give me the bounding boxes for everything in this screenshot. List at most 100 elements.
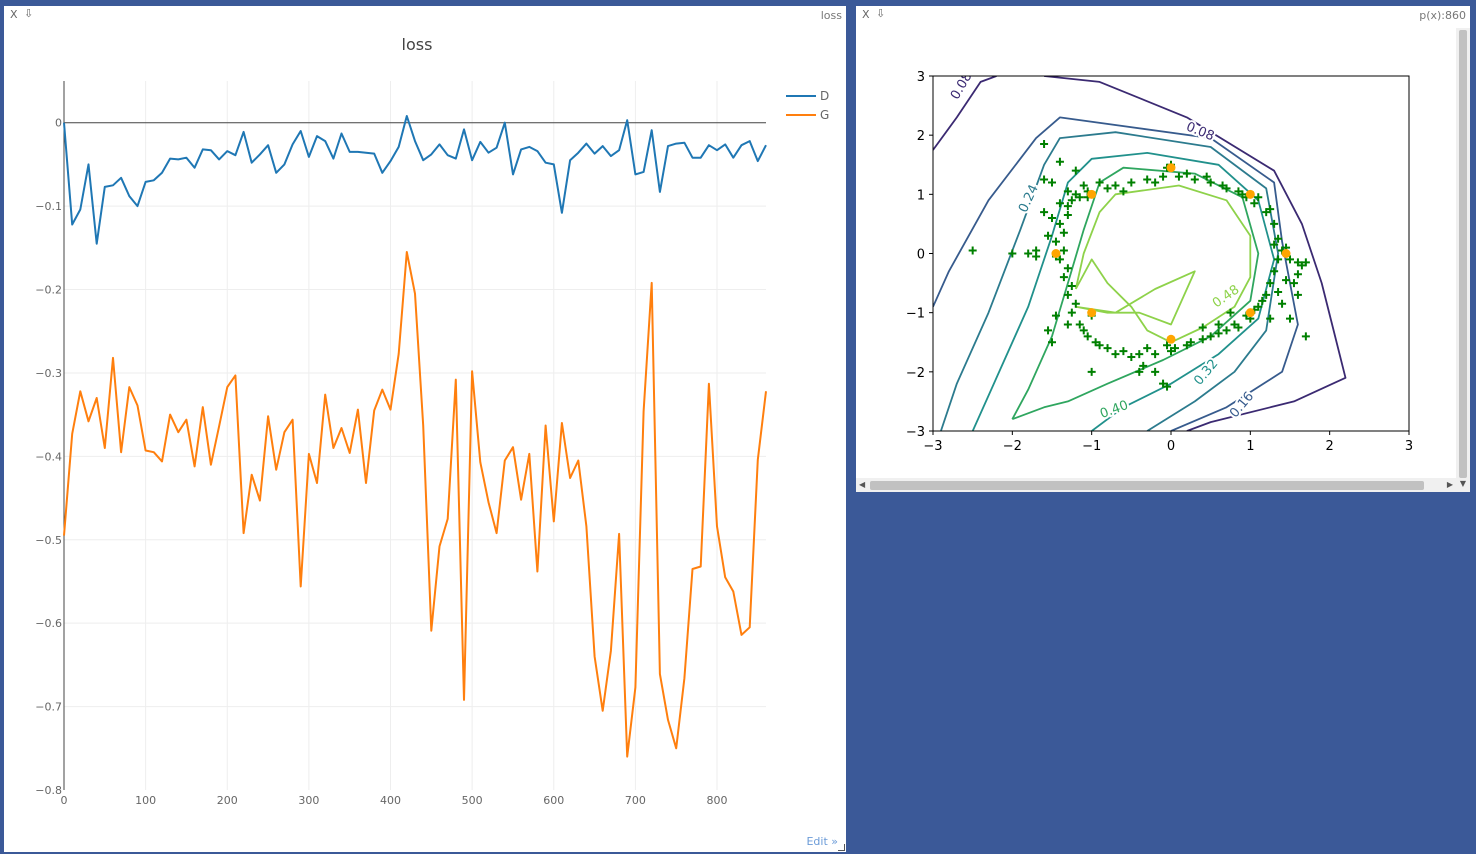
y-tick-label: −0.3 (35, 367, 62, 380)
legend-label-G: G (820, 108, 829, 122)
loss-window: X ⇩ loss loss 0 100 200 300 400 500 600 700 800 0−… (4, 6, 846, 852)
x-tick-label: 1 (1246, 439, 1254, 454)
sample-point (1079, 181, 1088, 190)
sample-point (1202, 172, 1211, 181)
sample-point (1044, 326, 1053, 335)
series-line-G (63, 251, 767, 758)
sample-point (1067, 282, 1076, 291)
vertical-scrollbar-thumb[interactable] (1459, 30, 1467, 478)
contour-label: 0.16 (1227, 389, 1257, 421)
sample-point (1087, 367, 1096, 376)
sample-point (1289, 279, 1298, 288)
sample-point (1048, 338, 1056, 347)
y-tick-label: 0 (917, 248, 925, 263)
sample-point (1111, 181, 1120, 190)
y-tick-label: 3 (917, 70, 925, 85)
contour-label: 0.08 (1184, 120, 1216, 145)
sample-point (1274, 287, 1283, 296)
density-contour-plot: 0.08 0.08 0.24 0.48 0.32 0.40 0.16 −3 −2 −1 0 1 2 3 3 2… (906, 70, 1413, 454)
sample-point (1170, 344, 1179, 353)
sample-point (1059, 273, 1068, 282)
sample-point (1103, 344, 1112, 353)
close-button[interactable]: X (862, 8, 870, 21)
sample-point (1226, 308, 1235, 317)
sample-point (1293, 270, 1302, 279)
x-tick-label: 3 (1405, 439, 1413, 454)
sample-point (1063, 320, 1072, 329)
y-tick-label: 0 (55, 117, 62, 130)
sample-point (1286, 314, 1294, 323)
sample-point (1214, 320, 1223, 329)
scroll-right-icon[interactable]: ▶ (1446, 480, 1453, 489)
x-tick-label: 400 (380, 794, 401, 807)
sample-point (1214, 329, 1223, 338)
sample-point (1163, 382, 1172, 391)
contour-label: 0.24 (1016, 182, 1042, 215)
close-button[interactable]: X (10, 8, 18, 21)
sample-point (1067, 308, 1076, 317)
sample-point (1234, 187, 1243, 196)
sample-point (1051, 237, 1060, 246)
y-tick-label: 1 (917, 188, 925, 203)
horizontal-scrollbar[interactable]: ◀ ▶ (856, 478, 1456, 492)
y-tick-label: −0.7 (35, 701, 62, 714)
sample-point (1055, 219, 1064, 228)
sample-point (1040, 208, 1049, 217)
scroll-down-icon[interactable]: ▼ (1459, 479, 1466, 488)
sample-point (1274, 234, 1283, 243)
sample-point (1063, 211, 1072, 220)
sample-point (1151, 367, 1160, 376)
sample-point (1135, 367, 1144, 376)
sample-point (1143, 344, 1152, 353)
sample-point (1151, 350, 1160, 359)
x-tick-label: 2 (1326, 439, 1334, 454)
loss-chart[interactable]: loss 0 100 200 300 400 500 600 700 800 0 −0.1 −0.2 −0… (4, 6, 846, 852)
sample-point (1266, 279, 1275, 288)
target-point (1051, 249, 1061, 258)
legend-label-D: D (820, 89, 829, 103)
sample-point (1206, 178, 1215, 187)
window-title: p(x):860 (1419, 9, 1466, 22)
sample-point (1139, 361, 1148, 370)
x-tick-label: 600 (543, 794, 564, 807)
sample-point (1258, 296, 1267, 305)
sample-point (1048, 214, 1056, 222)
sample-point (1063, 264, 1072, 273)
sample-point (1266, 314, 1275, 323)
sample-point (1282, 276, 1291, 285)
sample-point (1190, 175, 1199, 184)
sample-point (968, 246, 977, 255)
sample-point (1135, 350, 1144, 359)
x-tick-label: 200 (217, 794, 238, 807)
x-tick-label: −2 (1003, 439, 1022, 454)
y-tick-label: −0.1 (35, 200, 62, 213)
sample-point (1083, 332, 1092, 341)
sample-point (1067, 196, 1076, 205)
download-icon[interactable]: ⇩ (24, 7, 34, 20)
y-tick-label: −2 (906, 366, 925, 381)
target-point (1087, 189, 1097, 199)
resize-handle[interactable] (838, 844, 845, 851)
sample-point (1174, 172, 1183, 181)
sample-point (1151, 178, 1160, 187)
horizontal-scrollbar-thumb[interactable] (870, 481, 1424, 490)
vertical-scrollbar[interactable] (1456, 28, 1470, 492)
sample-point (1103, 184, 1112, 193)
sample-point (1297, 261, 1306, 270)
contour-line-0.08 (1044, 76, 1347, 431)
sample-point (1286, 255, 1294, 264)
contour-line-0.48 (1074, 184, 1252, 344)
plot-frame (932, 75, 1410, 432)
sample-point (1063, 290, 1072, 299)
scroll-left-icon[interactable]: ◀ (859, 480, 866, 489)
series-line-D (63, 115, 767, 245)
y-tick-label: −1 (906, 307, 925, 322)
sample-point (1301, 332, 1310, 341)
target-point (1166, 334, 1176, 344)
sample-point (1024, 249, 1033, 258)
x-tick-label: −3 (923, 439, 942, 454)
edit-link[interactable]: Edit » (806, 835, 838, 848)
download-icon[interactable]: ⇩ (876, 7, 886, 20)
sample-point (1159, 172, 1168, 181)
x-tick-label: 300 (298, 794, 319, 807)
